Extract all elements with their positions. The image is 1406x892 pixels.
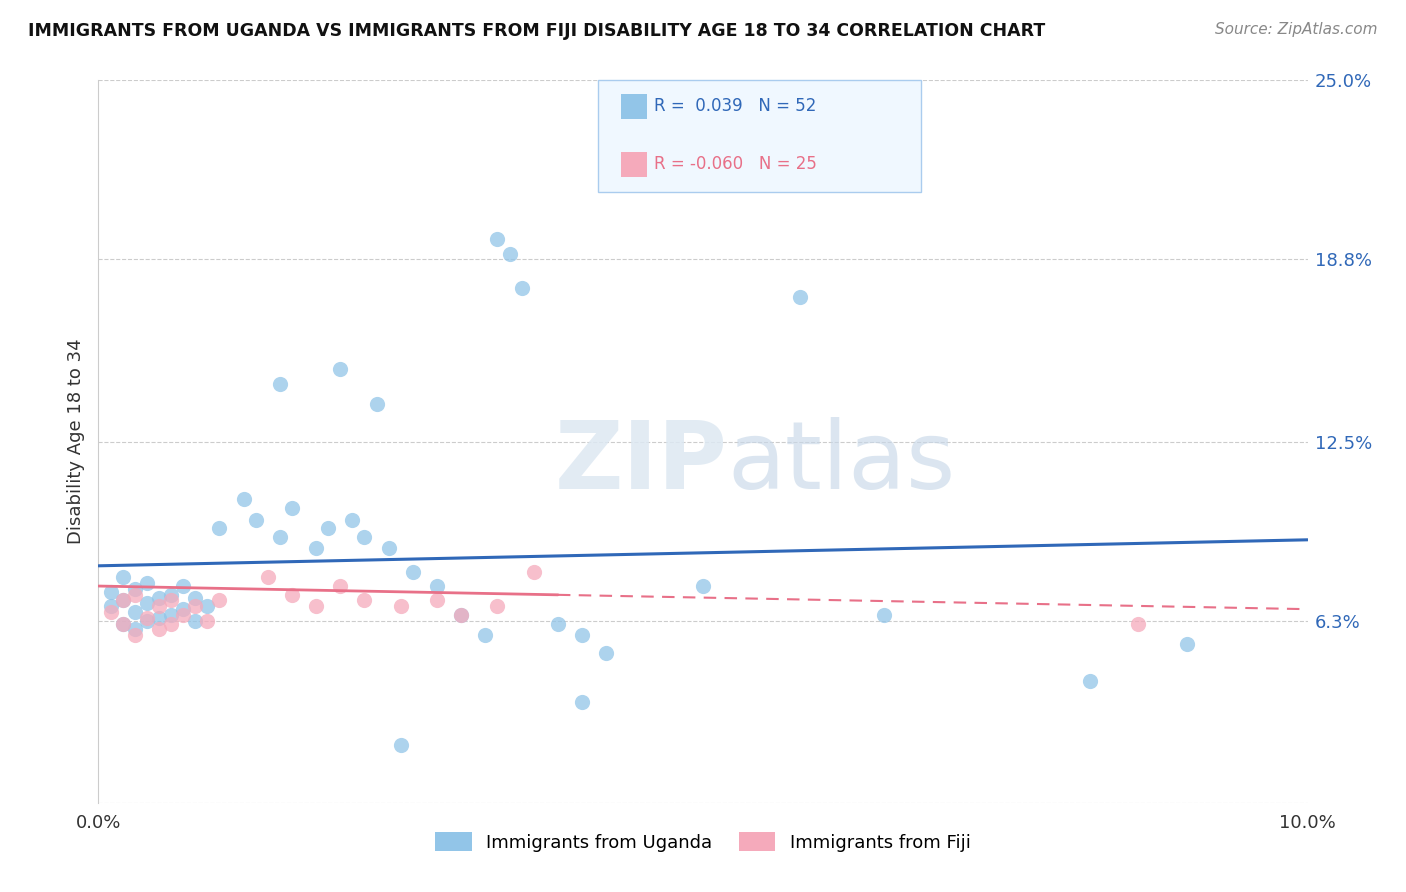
Point bbox=[523, 565, 546, 579]
Point bbox=[256, 570, 278, 584]
Point bbox=[232, 492, 254, 507]
Point bbox=[184, 614, 207, 628]
Point bbox=[111, 616, 134, 631]
Text: R = -0.060   N = 25: R = -0.060 N = 25 bbox=[654, 155, 817, 173]
Point bbox=[184, 591, 207, 605]
Point bbox=[195, 614, 218, 628]
Point bbox=[195, 599, 218, 614]
Text: atlas: atlas bbox=[727, 417, 956, 509]
Point bbox=[486, 599, 509, 614]
Point bbox=[353, 593, 375, 607]
Point bbox=[135, 596, 157, 610]
Point bbox=[498, 246, 520, 260]
Point bbox=[135, 576, 157, 591]
Point bbox=[389, 599, 412, 614]
Point bbox=[208, 593, 231, 607]
Point bbox=[160, 607, 183, 622]
Point bbox=[316, 521, 339, 535]
Point bbox=[692, 579, 714, 593]
Y-axis label: Disability Age 18 to 34: Disability Age 18 to 34 bbox=[66, 339, 84, 544]
Point bbox=[172, 607, 194, 622]
Point bbox=[510, 281, 533, 295]
Text: Source: ZipAtlas.com: Source: ZipAtlas.com bbox=[1215, 22, 1378, 37]
Point bbox=[389, 738, 412, 752]
Point bbox=[305, 599, 328, 614]
Point bbox=[402, 565, 425, 579]
Point bbox=[100, 584, 122, 599]
Point bbox=[450, 607, 472, 622]
Point bbox=[100, 605, 122, 619]
Point bbox=[571, 628, 593, 642]
Point bbox=[245, 512, 267, 526]
Point bbox=[474, 628, 496, 642]
Point bbox=[124, 582, 146, 596]
Point bbox=[1175, 637, 1198, 651]
Point bbox=[329, 579, 352, 593]
Point bbox=[208, 521, 231, 535]
Point bbox=[281, 501, 304, 516]
Legend: Immigrants from Uganda, Immigrants from Fiji: Immigrants from Uganda, Immigrants from … bbox=[429, 825, 977, 859]
Point bbox=[426, 579, 449, 593]
Text: IMMIGRANTS FROM UGANDA VS IMMIGRANTS FROM FIJI DISABILITY AGE 18 TO 34 CORRELATI: IMMIGRANTS FROM UGANDA VS IMMIGRANTS FRO… bbox=[28, 22, 1046, 40]
Point bbox=[281, 588, 304, 602]
Point bbox=[148, 591, 170, 605]
Point bbox=[124, 588, 146, 602]
Point bbox=[111, 616, 134, 631]
Point bbox=[172, 602, 194, 616]
Point bbox=[329, 362, 352, 376]
Point bbox=[148, 599, 170, 614]
Point bbox=[135, 611, 157, 625]
Point bbox=[124, 623, 146, 637]
Text: R =  0.039   N = 52: R = 0.039 N = 52 bbox=[654, 97, 815, 115]
Point bbox=[269, 376, 291, 391]
Point bbox=[1078, 674, 1101, 689]
Point bbox=[184, 599, 207, 614]
Point bbox=[450, 607, 472, 622]
Point bbox=[366, 397, 388, 411]
Point bbox=[342, 512, 364, 526]
Point bbox=[111, 570, 134, 584]
Point bbox=[160, 593, 183, 607]
Point bbox=[486, 232, 509, 246]
Point bbox=[353, 530, 375, 544]
Point bbox=[100, 599, 122, 614]
Point bbox=[111, 593, 134, 607]
Point bbox=[111, 593, 134, 607]
Point bbox=[377, 541, 399, 556]
Point bbox=[269, 530, 291, 544]
Point bbox=[172, 579, 194, 593]
Point bbox=[426, 593, 449, 607]
Point bbox=[124, 605, 146, 619]
Point bbox=[547, 616, 569, 631]
Point bbox=[160, 616, 183, 631]
Point bbox=[135, 614, 157, 628]
Point bbox=[595, 646, 617, 660]
Point bbox=[124, 628, 146, 642]
Point bbox=[148, 623, 170, 637]
Point bbox=[160, 588, 183, 602]
Point bbox=[571, 695, 593, 709]
Point bbox=[305, 541, 328, 556]
Text: ZIP: ZIP bbox=[554, 417, 727, 509]
Point bbox=[148, 611, 170, 625]
Point bbox=[873, 607, 896, 622]
Point bbox=[1128, 616, 1150, 631]
Point bbox=[789, 290, 811, 304]
